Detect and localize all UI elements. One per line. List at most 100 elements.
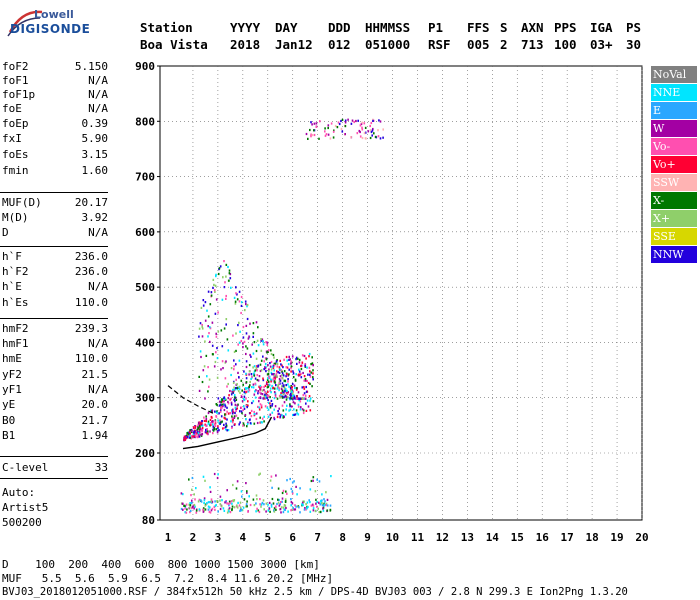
data-point — [194, 426, 196, 429]
header-value: 051000 — [365, 37, 411, 52]
param-label: B1 — [2, 429, 16, 442]
data-point — [269, 479, 272, 482]
data-point — [278, 381, 280, 385]
y-tick-label: 700 — [135, 171, 155, 184]
data-point — [240, 508, 242, 511]
data-point — [283, 508, 285, 511]
data-point — [325, 504, 327, 507]
data-point — [258, 408, 261, 411]
data-point — [285, 355, 288, 359]
data-point — [320, 499, 322, 502]
data-point — [300, 376, 303, 379]
data-point — [263, 360, 265, 363]
data-point — [315, 125, 318, 128]
data-point — [298, 373, 300, 376]
data-point — [237, 417, 239, 420]
data-point — [255, 502, 257, 505]
data-point — [202, 299, 205, 302]
param-value: N/A — [88, 226, 108, 239]
data-point — [305, 402, 307, 405]
data-point — [214, 312, 217, 315]
data-point — [329, 504, 332, 507]
data-point — [269, 413, 272, 416]
data-point — [237, 371, 239, 374]
data-point — [266, 386, 269, 389]
data-point — [277, 498, 279, 501]
data-point — [273, 418, 276, 421]
data-point — [256, 507, 258, 510]
data-point — [303, 375, 306, 378]
data-point — [210, 409, 212, 412]
data-point — [204, 397, 206, 400]
data-point — [273, 397, 276, 400]
data-point — [245, 360, 248, 363]
data-point — [239, 391, 241, 394]
header-label: HHMMSS — [365, 20, 411, 35]
data-point — [228, 507, 231, 510]
data-point — [318, 501, 320, 504]
x-tick-label: 3 — [215, 531, 222, 544]
data-point — [266, 381, 268, 384]
data-point — [207, 430, 209, 433]
data-point — [294, 402, 296, 405]
data-point — [240, 410, 243, 413]
data-point — [238, 341, 241, 344]
data-point — [231, 412, 234, 415]
data-point — [269, 378, 272, 381]
data-point — [281, 404, 284, 407]
data-point — [199, 422, 202, 425]
data-point — [193, 493, 195, 496]
x-tick-label: 17 — [561, 531, 574, 544]
param-value: N/A — [88, 337, 108, 350]
data-point — [232, 419, 234, 422]
param-label: hmF2 — [2, 322, 29, 335]
data-point — [216, 476, 219, 480]
data-point — [209, 486, 211, 489]
data-point — [230, 401, 233, 404]
data-point — [296, 397, 298, 400]
data-point — [285, 398, 288, 401]
data-point — [222, 427, 224, 430]
data-point — [303, 508, 306, 511]
data-point — [233, 394, 236, 397]
data-point — [258, 510, 261, 514]
param-row: foF2 5.150 — [2, 60, 108, 74]
data-point — [275, 384, 277, 387]
data-point — [293, 395, 296, 398]
data-point — [277, 487, 280, 490]
data-point — [316, 500, 318, 504]
data-point — [243, 370, 245, 373]
data-point — [289, 405, 291, 408]
data-point — [238, 376, 240, 379]
data-point — [186, 508, 188, 511]
data-point — [258, 400, 260, 403]
data-point — [306, 379, 308, 383]
data-point — [290, 362, 292, 365]
data-point — [270, 352, 273, 356]
data-point — [205, 354, 208, 357]
data-point — [367, 130, 370, 133]
data-point — [247, 421, 249, 424]
data-point — [277, 383, 280, 386]
data-point — [216, 411, 218, 414]
data-point — [248, 373, 250, 376]
data-point — [236, 388, 239, 391]
file-info-row: BVJ03_2018012051000.RSF / 384fx512h 50 k… — [2, 586, 628, 598]
header-value: 30 — [626, 37, 642, 52]
muf-row: MUF 5.5 5.6 5.9 6.5 7.2 8.4 11.6 20.2 [M… — [2, 572, 334, 585]
data-point — [273, 373, 275, 376]
data-point — [287, 380, 289, 383]
data-point — [220, 407, 222, 410]
param-row: foEp 0.39 — [2, 117, 108, 131]
data-point — [236, 383, 238, 386]
data-point — [238, 300, 241, 303]
data-point — [306, 507, 308, 510]
data-point — [193, 503, 196, 507]
data-point — [200, 355, 202, 359]
data-point — [202, 475, 205, 478]
data-point — [270, 503, 273, 506]
data-point — [250, 409, 253, 412]
data-point — [202, 369, 205, 372]
data-point — [262, 343, 265, 346]
data-point — [312, 400, 315, 403]
